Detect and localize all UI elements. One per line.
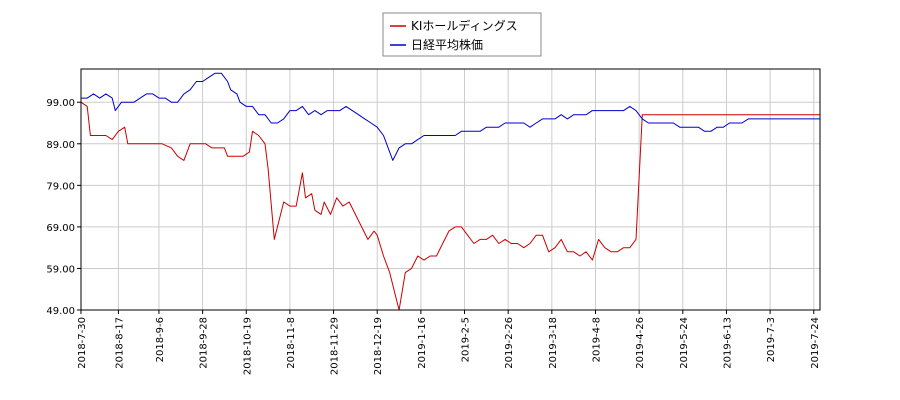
x-tick-label: 2018-7-30: [77, 317, 88, 369]
y-tick-label: 99.00: [46, 98, 75, 109]
x-tick-label: 2019-7-24: [810, 317, 821, 369]
x-tick-label: 2018-12-19: [373, 317, 384, 375]
y-axis-ticks: 49.00 59.00 69.00 79.00 89.00 99.00: [46, 98, 81, 317]
legend: KIホールディングス 日経平均株価: [382, 12, 542, 57]
legend-label-0: KIホールディングス: [411, 18, 518, 33]
x-tick-label: 2018-11-8: [286, 317, 297, 369]
x-tick-label: 2018-11-29: [330, 317, 341, 375]
x-tick-label: 2019-6-13: [722, 317, 733, 369]
x-axis-ticks: 2018-7-30 2018-8-17 2018-9-6 2018-9-28 2018-…: [77, 310, 821, 375]
plot-frame: [80, 68, 821, 311]
x-tick-label: 2019-7-3: [766, 317, 777, 362]
x-tick-label: 2018-9-28: [199, 317, 210, 369]
y-tick-label: 69.00: [46, 223, 75, 234]
x-tick-label: 2019-2-26: [504, 317, 515, 369]
x-tick-label: 2019-4-26: [635, 317, 646, 369]
y-tick-label: 79.00: [46, 181, 75, 192]
x-tick-label: 2019-4-8: [591, 317, 602, 362]
series-line-1: [81, 72, 820, 161]
x-tick-label: 2018-9-6: [155, 317, 166, 362]
legend-box: [382, 12, 542, 57]
series-line-0: [80, 101, 820, 311]
x-tick-label: 2019-3-18: [548, 317, 559, 369]
grid: [80, 69, 820, 311]
legend-label-1: 日経平均株価: [411, 37, 483, 52]
x-tick-label: 2019-1-16: [417, 317, 428, 369]
series-lines: [80, 72, 820, 311]
y-tick-label: 59.00: [46, 264, 75, 275]
y-tick-label: 89.00: [46, 140, 75, 151]
y-tick-label: 49.00: [46, 306, 75, 317]
x-tick-label: 2018-10-19: [242, 317, 253, 375]
x-tick-label: 2018-8-17: [114, 317, 125, 369]
x-tick-label: 2019-5-24: [679, 317, 690, 369]
x-tick-label: 2019-2-5: [461, 317, 472, 362]
